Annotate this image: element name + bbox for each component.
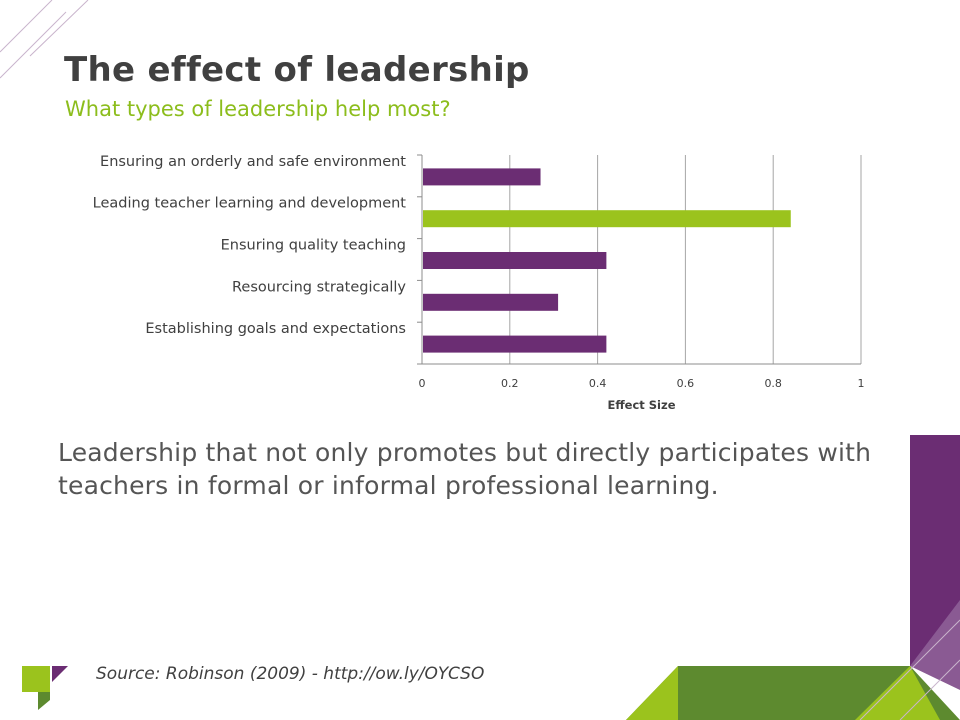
slide-subtitle: What types of leadership help most?	[65, 97, 451, 121]
category-label: Establishing goals and expectations	[145, 321, 406, 337]
green-corner-bright	[855, 666, 940, 720]
category-label: Leading teacher learning and development	[93, 196, 407, 212]
category-label: Resourcing strategically	[232, 279, 406, 295]
effect-size-bar-chart: Ensuring an orderly and safe environment…	[93, 154, 865, 412]
x-tick-label: 0.6	[677, 377, 695, 390]
x-tick-label: 0.2	[501, 377, 519, 390]
x-tick-label: 0.4	[589, 377, 607, 390]
source-citation: Source: Robinson (2009) - http://ow.ly/O…	[96, 664, 485, 684]
body-text: Leadership that not only promotes but di…	[58, 438, 872, 500]
bar	[423, 210, 791, 228]
x-tick-label: 0	[419, 377, 426, 390]
green-corner-bright	[626, 666, 678, 720]
bar	[423, 335, 607, 353]
x-tick-label: 1	[858, 377, 865, 390]
slide-title: The effect of leadership	[64, 50, 530, 90]
purple-corner-shape	[910, 435, 960, 666]
category-label: Ensuring quality teaching	[221, 238, 406, 254]
bar	[423, 293, 559, 311]
category-label: Ensuring an orderly and safe environment	[100, 154, 406, 170]
bar	[423, 252, 607, 269]
corner-line	[0, 0, 53, 53]
bar	[423, 168, 541, 186]
x-axis-title: Effect Size	[607, 398, 675, 412]
corner-line	[859, 619, 960, 720]
corner-line	[29, 0, 89, 57]
corner-line	[899, 659, 960, 720]
x-tick-label: 0.8	[764, 377, 782, 390]
corner-line	[0, 11, 67, 79]
